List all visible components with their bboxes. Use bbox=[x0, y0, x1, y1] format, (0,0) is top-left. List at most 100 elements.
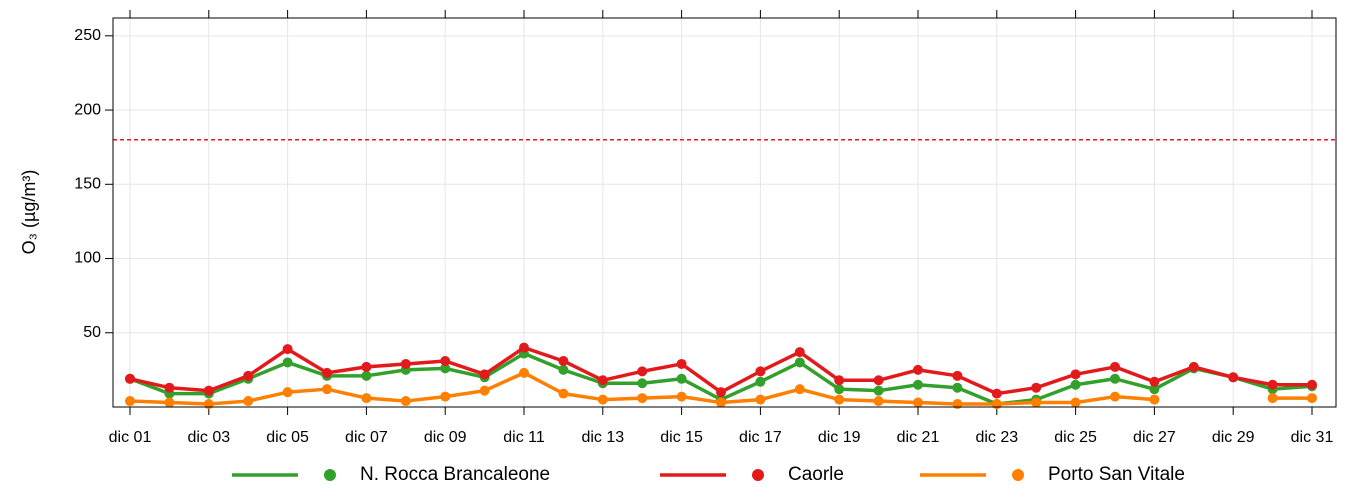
data-point bbox=[125, 396, 135, 407]
legend-label: N. Rocca Brancaleone bbox=[360, 464, 550, 485]
data-point bbox=[164, 382, 175, 393]
data-point bbox=[676, 391, 687, 402]
data-point bbox=[558, 388, 569, 399]
legend-dot bbox=[752, 469, 764, 481]
data-point bbox=[440, 391, 451, 402]
data-point bbox=[597, 394, 608, 405]
data-point bbox=[519, 367, 529, 378]
data-point bbox=[1070, 369, 1081, 380]
data-point bbox=[558, 364, 569, 375]
legend-dot bbox=[1012, 469, 1024, 481]
data-point bbox=[794, 357, 805, 368]
data-point bbox=[952, 382, 963, 393]
data-point bbox=[755, 376, 766, 387]
data-point bbox=[834, 375, 845, 386]
x-tick-label: dic 29 bbox=[1212, 429, 1255, 446]
data-point bbox=[952, 370, 963, 381]
plot-frame bbox=[112, 17, 1337, 408]
data-point bbox=[1110, 373, 1120, 384]
data-point bbox=[755, 394, 766, 405]
data-point bbox=[361, 370, 372, 381]
x-tick-label: dic 11 bbox=[503, 429, 545, 446]
data-point bbox=[282, 357, 293, 368]
data-point bbox=[125, 373, 135, 384]
x-tick-label: dic 09 bbox=[424, 429, 467, 446]
data-point bbox=[282, 387, 293, 398]
x-tick-label: dic 15 bbox=[660, 429, 703, 446]
data-point bbox=[913, 364, 923, 375]
data-point bbox=[1267, 393, 1278, 404]
x-tick-label: dic 01 bbox=[109, 429, 152, 446]
x-tick-label: dic 31 bbox=[1291, 429, 1334, 446]
data-point bbox=[322, 367, 332, 378]
data-point bbox=[1070, 379, 1081, 390]
data-point bbox=[361, 393, 372, 404]
data-point bbox=[1110, 361, 1120, 372]
data-point bbox=[203, 399, 214, 410]
data-point bbox=[1149, 394, 1160, 405]
data-point bbox=[440, 355, 451, 366]
data-point bbox=[873, 385, 884, 396]
data-point bbox=[1307, 379, 1317, 390]
x-tick-label: dic 05 bbox=[266, 429, 309, 446]
x-tick-label: dic 21 bbox=[897, 429, 940, 446]
data-point bbox=[1307, 393, 1317, 404]
data-point bbox=[164, 397, 175, 408]
data-point bbox=[834, 384, 845, 395]
x-tick-label: dic 17 bbox=[739, 429, 782, 446]
data-point bbox=[1070, 397, 1081, 408]
data-point bbox=[400, 396, 411, 407]
data-point bbox=[243, 396, 254, 407]
data-point bbox=[637, 378, 648, 389]
x-tick-label: dic 25 bbox=[1054, 429, 1097, 446]
y-axis-label: O₃ (µg/m³) bbox=[19, 170, 39, 255]
x-tick-label: dic 03 bbox=[187, 429, 230, 446]
data-point bbox=[440, 363, 451, 374]
data-point bbox=[873, 396, 884, 407]
data-point bbox=[243, 370, 254, 381]
data-point bbox=[716, 397, 726, 408]
legend-dot bbox=[324, 469, 336, 481]
data-point bbox=[913, 397, 923, 408]
data-point bbox=[322, 384, 332, 395]
x-tick-label: dic 23 bbox=[975, 429, 1018, 446]
data-point bbox=[794, 347, 805, 358]
data-point bbox=[400, 358, 411, 369]
data-point bbox=[597, 375, 608, 386]
data-point bbox=[1188, 361, 1199, 372]
data-point bbox=[1149, 376, 1160, 387]
data-point bbox=[913, 379, 923, 390]
data-point bbox=[479, 385, 490, 396]
legend-label: Porto San Vitale bbox=[1048, 464, 1185, 485]
data-point bbox=[991, 399, 1002, 410]
data-point bbox=[1031, 382, 1042, 393]
data-point bbox=[952, 399, 963, 410]
data-point bbox=[834, 394, 845, 405]
data-point bbox=[479, 369, 490, 380]
data-point bbox=[203, 385, 214, 396]
data-point bbox=[1228, 372, 1239, 383]
data-point bbox=[282, 344, 293, 355]
y-tick-label: 250 bbox=[74, 27, 101, 44]
data-point bbox=[637, 393, 648, 404]
y-tick-label: 50 bbox=[83, 324, 101, 341]
data-point bbox=[1110, 391, 1120, 402]
y-tick-label: 200 bbox=[74, 101, 101, 118]
data-point bbox=[1031, 397, 1042, 408]
x-tick-label: dic 13 bbox=[581, 429, 624, 446]
data-point bbox=[558, 355, 569, 366]
x-tick-label: dic 27 bbox=[1133, 429, 1176, 446]
legend-label: Caorle bbox=[788, 464, 844, 485]
data-point bbox=[676, 373, 687, 384]
data-point bbox=[1149, 384, 1160, 395]
y-tick-label: 150 bbox=[74, 176, 101, 193]
data-point bbox=[873, 375, 884, 386]
x-tick-label: dic 19 bbox=[818, 429, 861, 446]
y-tick-label: 100 bbox=[74, 250, 101, 267]
data-point bbox=[361, 361, 372, 372]
x-tick-label: dic 07 bbox=[345, 429, 388, 446]
data-point bbox=[637, 366, 648, 377]
data-point bbox=[519, 342, 529, 353]
